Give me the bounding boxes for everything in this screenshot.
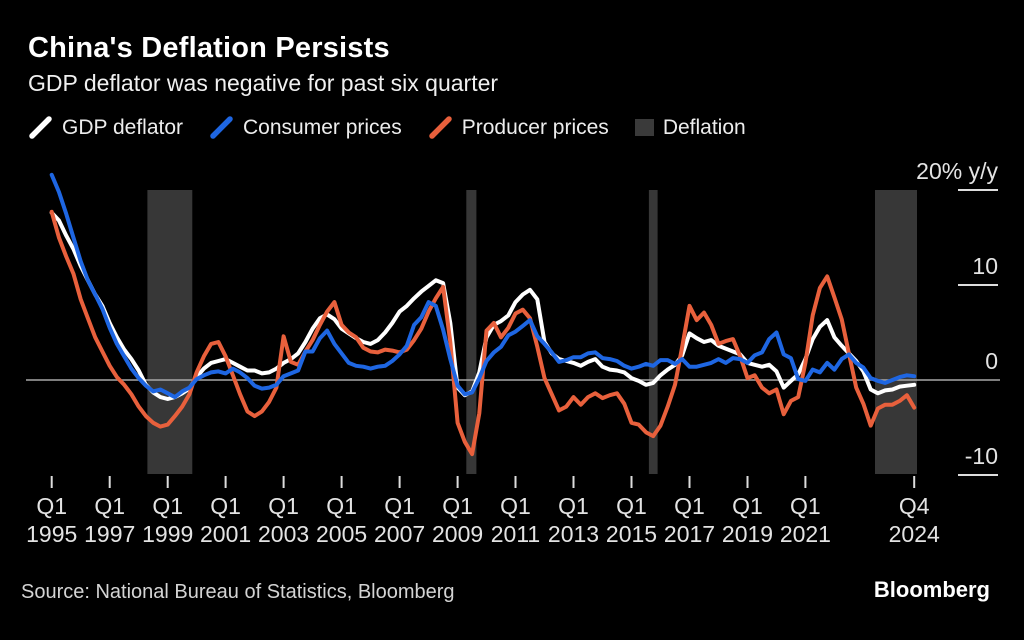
x-axis-year-label: 2009 bbox=[432, 521, 483, 547]
x-axis-year-label: 2001 bbox=[200, 521, 251, 547]
page-title: China's Deflation Persists bbox=[28, 32, 390, 64]
x-axis-year-label: 2019 bbox=[722, 521, 773, 547]
y-axis-label: 10 bbox=[972, 253, 998, 279]
y-axis-label: 20% y/y bbox=[916, 158, 998, 184]
consumer-prices-line bbox=[49, 172, 917, 400]
x-axis-quarter-label: Q1 bbox=[442, 493, 473, 519]
x-axis-quarter-label: Q1 bbox=[674, 493, 705, 519]
legend-item-deflation: Deflation bbox=[634, 115, 746, 140]
x-axis-year-label: 2011 bbox=[491, 521, 540, 547]
x-axis-year-label: 1995 bbox=[26, 521, 77, 547]
chart-legend: GDP deflator Consumer prices Producer pr… bbox=[28, 115, 746, 140]
x-axis-year-label: 2013 bbox=[548, 521, 599, 547]
x-axis-year-label: 2005 bbox=[316, 521, 367, 547]
line-swatch-icon bbox=[429, 116, 452, 139]
x-axis-quarter-label: Q1 bbox=[384, 493, 415, 519]
x-axis-year-label: 2017 bbox=[664, 521, 715, 547]
chart-subtitle: GDP deflator was negative for past six q… bbox=[28, 70, 499, 96]
x-axis-quarter-label: Q1 bbox=[616, 493, 647, 519]
deflation-band bbox=[466, 190, 477, 474]
deflation-band bbox=[875, 190, 917, 474]
x-axis-quarter-label: Q4 bbox=[899, 493, 930, 519]
legend-label: GDP deflator bbox=[62, 115, 184, 139]
x-axis-quarter-label: Q1 bbox=[210, 493, 241, 519]
deflation-band bbox=[147, 190, 193, 474]
source-note: Source: National Bureau of Statistics, B… bbox=[21, 581, 455, 603]
legend-label: Producer prices bbox=[461, 115, 609, 139]
legend-item-consumer-prices: Consumer prices bbox=[209, 115, 402, 140]
line-swatch-icon bbox=[210, 116, 233, 139]
deflation-band bbox=[648, 190, 658, 474]
x-axis-quarter-label: Q1 bbox=[326, 493, 357, 519]
x-axis-year-label: 1999 bbox=[142, 521, 193, 547]
x-axis-quarter-label: Q1 bbox=[732, 493, 763, 519]
x-axis-year-label: 1997 bbox=[84, 521, 135, 547]
x-axis-quarter-label: Q1 bbox=[558, 493, 589, 519]
bloomberg-logo: Bloomberg bbox=[873, 577, 990, 602]
legend-label: Consumer prices bbox=[243, 115, 402, 139]
y-axis-label: -10 bbox=[965, 443, 998, 469]
x-axis-quarter-label: Q1 bbox=[500, 493, 531, 519]
x-axis-quarter-label: Q1 bbox=[268, 493, 299, 519]
line-swatch-icon bbox=[29, 116, 52, 139]
x-axis-quarter-label: Q1 bbox=[790, 493, 821, 519]
y-axis-label: 0 bbox=[985, 348, 998, 374]
legend-label: Deflation bbox=[662, 115, 746, 139]
x-axis-quarter-label: Q1 bbox=[94, 493, 125, 519]
x-axis-year-label: 2003 bbox=[258, 521, 309, 547]
x-axis-quarter-label: Q1 bbox=[152, 493, 183, 519]
x-axis-year-label: 2007 bbox=[374, 521, 425, 547]
legend-item-producer-prices: Producer prices bbox=[428, 115, 609, 140]
x-axis-year-label: 2024 bbox=[889, 521, 940, 547]
deflation-swatch-icon bbox=[634, 119, 654, 136]
x-axis-year-label: 2015 bbox=[606, 521, 657, 547]
x-axis-year-label: 2021 bbox=[780, 521, 831, 547]
legend-item-gdp-deflator: GDP deflator bbox=[28, 115, 183, 140]
x-axis-quarter-label: Q1 bbox=[36, 493, 67, 519]
